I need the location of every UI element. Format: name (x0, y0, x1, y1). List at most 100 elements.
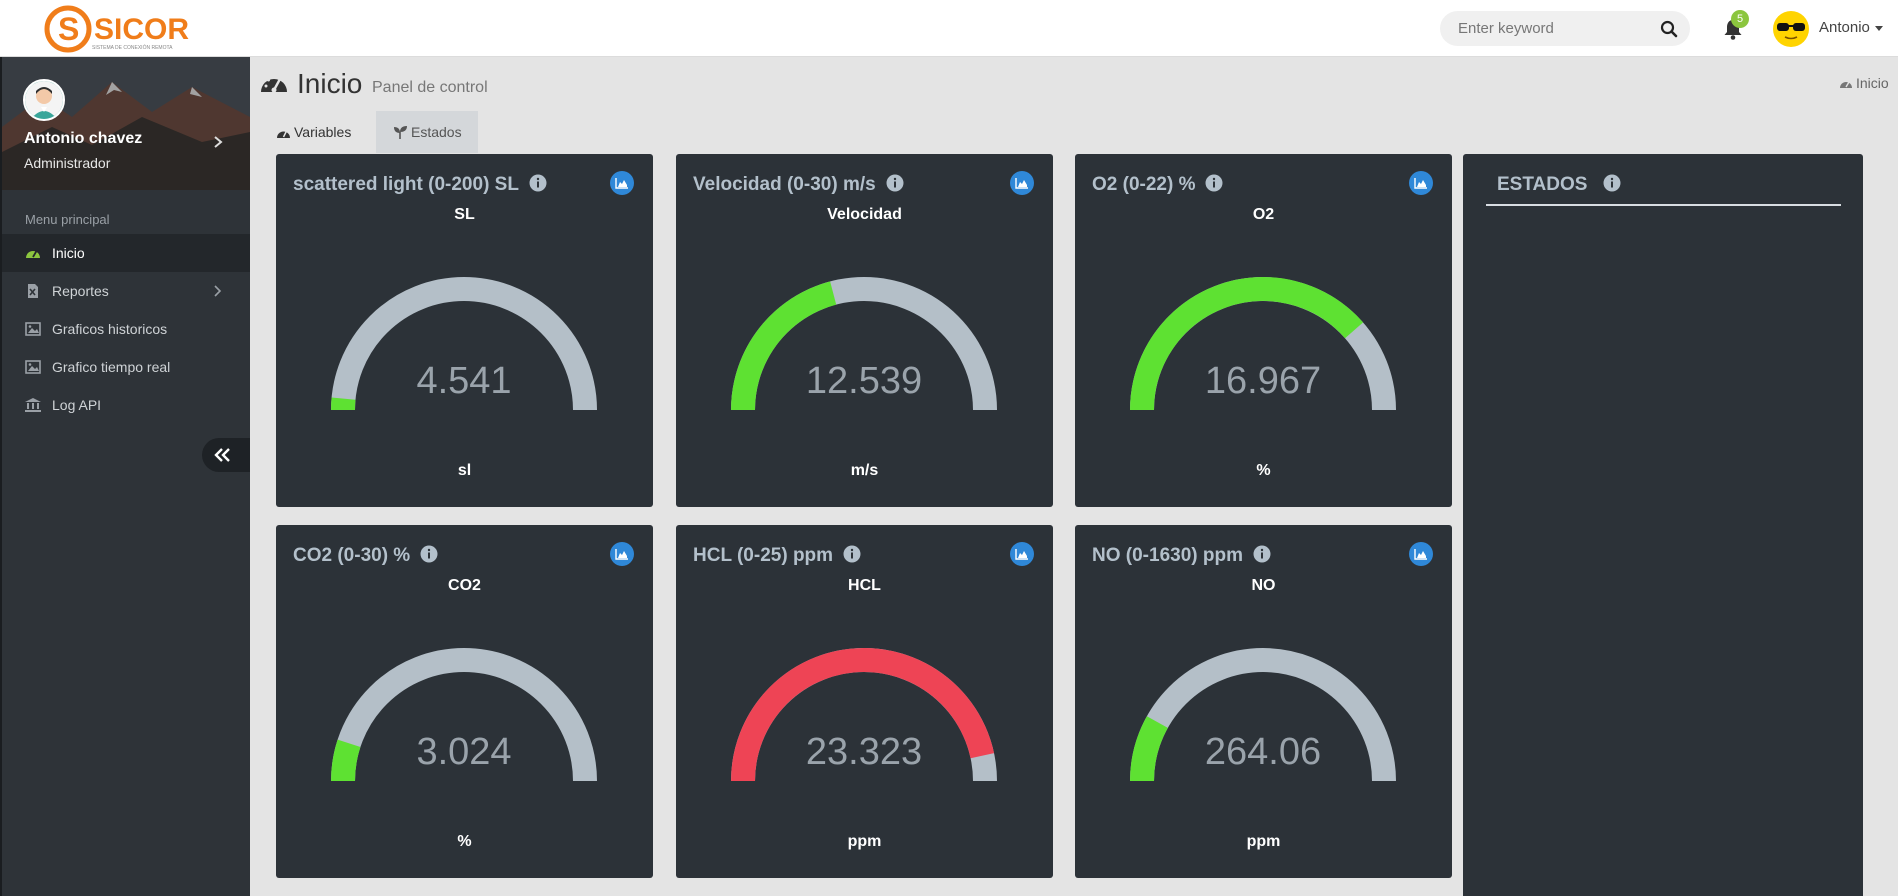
area-chart-button[interactable] (1409, 542, 1433, 566)
gauge-unit: ppm (1075, 833, 1452, 851)
area-chart-icon (1414, 548, 1428, 560)
gauge-value-arc (343, 743, 349, 781)
tab-label: Variables (294, 124, 351, 140)
logo-text: SICOR (94, 13, 189, 46)
gauge-chart: 4.541 (314, 244, 614, 434)
gauge-unit: % (276, 833, 653, 851)
sidebar-item-graficos-historicos[interactable]: Graficos historicos (2, 310, 250, 348)
gauge-label: HCL (676, 577, 1053, 595)
info-icon[interactable] (1603, 174, 1621, 192)
gauge-label: SL (276, 206, 653, 224)
gauge-value: 23.323 (806, 731, 922, 773)
user-avatar[interactable] (1773, 11, 1809, 47)
bank-icon (25, 398, 41, 412)
logo-tagline: SISTEMA DE CONEXIÓN REMOTA (92, 44, 173, 51)
sidebar-item-reportes[interactable]: Reportes (2, 272, 250, 310)
gauge-value: 3.024 (416, 731, 511, 773)
gauge-card: NO (0-1630) ppm NO ppm 264.06 (1075, 525, 1452, 878)
breadcrumb-inicio[interactable]: Inicio (1856, 75, 1889, 91)
tab-estados[interactable]: Estados (376, 111, 478, 153)
sidebar-item-label: Log API (52, 397, 101, 413)
profile-avatar[interactable] (23, 79, 65, 121)
notification-badge: 5 (1731, 10, 1749, 28)
sidebar-item-label: Inicio (52, 245, 85, 261)
gauge-value: 4.541 (416, 360, 511, 402)
gauge-title-text: scattered light (0-200) SL (293, 174, 519, 195)
info-icon[interactable] (1253, 545, 1271, 563)
info-icon[interactable] (886, 174, 904, 192)
user-profile-panel[interactable]: Antonio chavez Administrador (2, 57, 250, 190)
gauge-title-text: HCL (0-25) ppm (693, 545, 833, 566)
top-bar: S SICOR SISTEMA DE CONEXIÓN REMOTA 5 Ant… (0, 0, 1898, 57)
dashboard-icon (1839, 77, 1853, 89)
gauge-unit: ppm (676, 833, 1053, 851)
sidebar-item-inicio[interactable]: Inicio (2, 234, 250, 272)
sicor-logo[interactable]: S SICOR SISTEMA DE CONEXIÓN REMOTA (44, 5, 194, 53)
gauge-value: 12.539 (806, 360, 922, 402)
chevron-right-icon (212, 285, 222, 297)
info-icon[interactable] (843, 545, 861, 563)
chevron-right-icon[interactable] (212, 135, 224, 149)
gauge-value: 264.06 (1205, 731, 1321, 773)
gauge-card: Velocidad (0-30) m/s Velocidad m/s 12.539 (676, 154, 1053, 507)
info-icon[interactable] (529, 174, 547, 192)
sidebar-item-label: Grafico tiempo real (52, 359, 170, 375)
seedling-icon (393, 126, 408, 139)
sidebar-item-log-api[interactable]: Log API (2, 386, 250, 424)
gauge-card: O2 (0-22) % O2% 16.967 (1075, 154, 1452, 507)
area-chart-icon (1015, 548, 1029, 560)
area-chart-button[interactable] (1010, 171, 1034, 195)
estados-title: ESTADOS (1497, 174, 1621, 196)
search-input[interactable] (1458, 11, 1648, 46)
sidebar-item-grafico-tiempo-real[interactable]: Grafico tiempo real (2, 348, 250, 386)
estados-title-text: ESTADOS (1497, 174, 1587, 195)
profile-role: Administrador (24, 155, 110, 171)
user-menu-name[interactable]: Antonio (1819, 19, 1870, 36)
gauge-card-title: NO (0-1630) ppm (1092, 545, 1271, 567)
area-chart-button[interactable] (1010, 542, 1034, 566)
gauge-chart: 16.967 (1113, 244, 1413, 434)
gauge-chart: 23.323 (714, 615, 1014, 805)
sidebar-collapse-button[interactable] (202, 438, 250, 472)
gauge-title-text: CO2 (0-30) % (293, 545, 410, 566)
svg-text:S: S (58, 11, 79, 47)
tab-label: Estados (411, 124, 462, 140)
gauge-chart: 264.06 (1113, 615, 1413, 805)
gauge-value: 16.967 (1205, 360, 1321, 402)
gauge-title-text: NO (0-1630) ppm (1092, 545, 1243, 566)
sidebar: Antonio chavez Administrador Menu princi… (0, 57, 250, 896)
image-icon (25, 360, 41, 374)
gauge-card: scattered light (0-200) SL SL sl 4.541 (276, 154, 653, 507)
gauge-chart: 12.539 (714, 244, 1014, 434)
profile-name: Antonio chavez (24, 130, 142, 148)
gauge-label: O2 (1075, 206, 1452, 224)
caret-down-icon[interactable] (1875, 26, 1883, 31)
area-chart-button[interactable] (1409, 171, 1433, 195)
search-icon[interactable] (1660, 20, 1678, 38)
info-icon[interactable] (1205, 174, 1223, 192)
gauge-chart: 3.024 (314, 615, 614, 805)
gauge-card: HCL (0-25) ppm HCL ppm 23.323 (676, 525, 1053, 878)
gauge-unit: m/s (676, 462, 1053, 480)
image-icon (25, 322, 41, 336)
gauge-card-title: scattered light (0-200) SL (293, 174, 547, 196)
gauge-card: CO2 (0-30) % CO2% 3.024 (276, 525, 653, 878)
area-chart-icon (615, 548, 629, 560)
search-box (1440, 11, 1690, 46)
area-chart-icon (615, 177, 629, 189)
area-chart-button[interactable] (610, 171, 634, 195)
gauge-unit: % (1075, 462, 1452, 480)
menu-section-title: Menu principal (25, 212, 110, 227)
dashboard-icon (25, 246, 41, 260)
dashboard-icon (259, 70, 289, 96)
gauge-unit: sl (276, 462, 653, 480)
gauge-card-title: CO2 (0-30) % (293, 545, 438, 567)
dashboard-icon (276, 126, 291, 139)
gauge-label: CO2 (276, 577, 653, 595)
info-icon[interactable] (420, 545, 438, 563)
tab-variables[interactable]: Variables (259, 111, 375, 153)
gauge-card-title: O2 (0-22) % (1092, 174, 1223, 196)
sidebar-item-label: Graficos historicos (52, 321, 167, 337)
gauge-title-text: O2 (0-22) % (1092, 174, 1195, 195)
area-chart-button[interactable] (610, 542, 634, 566)
